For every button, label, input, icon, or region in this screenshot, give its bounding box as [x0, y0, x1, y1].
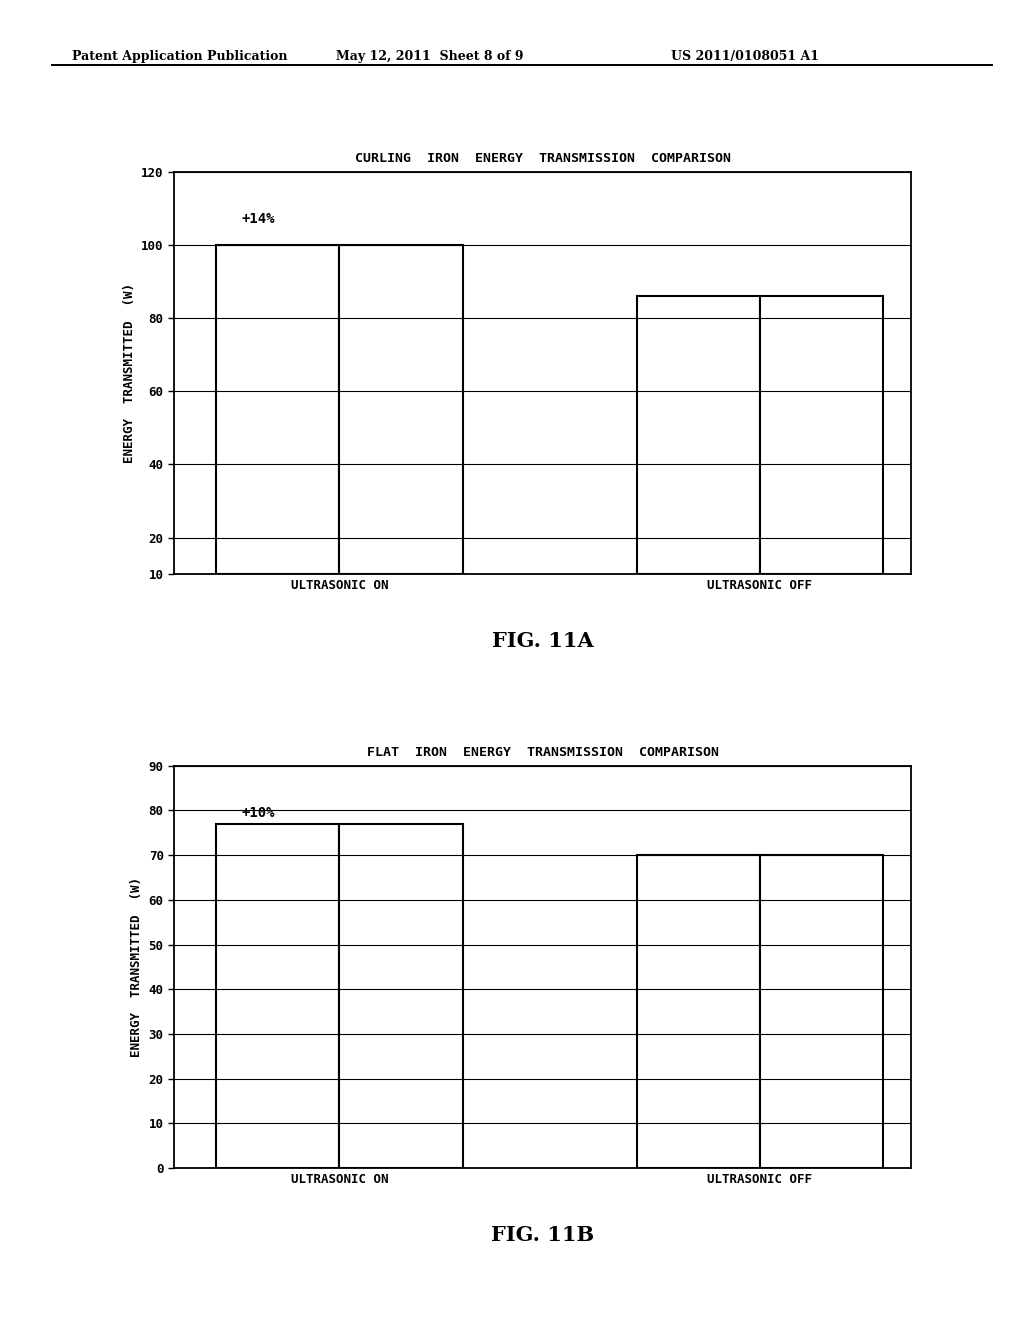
Bar [216, 824, 340, 1168]
Y-axis label: ENERGY  TRANSMITTED  (W): ENERGY TRANSMITTED (W) [130, 876, 143, 1057]
Title: CURLING  IRON  ENERGY  TRANSMISSION  COMPARISON: CURLING IRON ENERGY TRANSMISSION COMPARI… [354, 152, 731, 165]
Bar [340, 244, 463, 574]
Bar [637, 855, 760, 1168]
Text: +14%: +14% [242, 213, 274, 226]
Bar [760, 855, 884, 1168]
Text: May 12, 2011  Sheet 8 of 9: May 12, 2011 Sheet 8 of 9 [336, 50, 524, 63]
Y-axis label: ENERGY  TRANSMITTED  (W): ENERGY TRANSMITTED (W) [123, 282, 135, 463]
Text: US 2011/0108051 A1: US 2011/0108051 A1 [671, 50, 819, 63]
Text: Patent Application Publication: Patent Application Publication [72, 50, 287, 63]
Bar [760, 296, 884, 574]
Text: +10%: +10% [242, 805, 274, 820]
Text: FIG. 11B: FIG. 11B [492, 1225, 594, 1245]
Text: FIG. 11A: FIG. 11A [492, 631, 594, 651]
Bar [216, 244, 340, 574]
Title: FLAT  IRON  ENERGY  TRANSMISSION  COMPARISON: FLAT IRON ENERGY TRANSMISSION COMPARISON [367, 746, 719, 759]
Bar [340, 824, 463, 1168]
Bar [637, 296, 760, 574]
